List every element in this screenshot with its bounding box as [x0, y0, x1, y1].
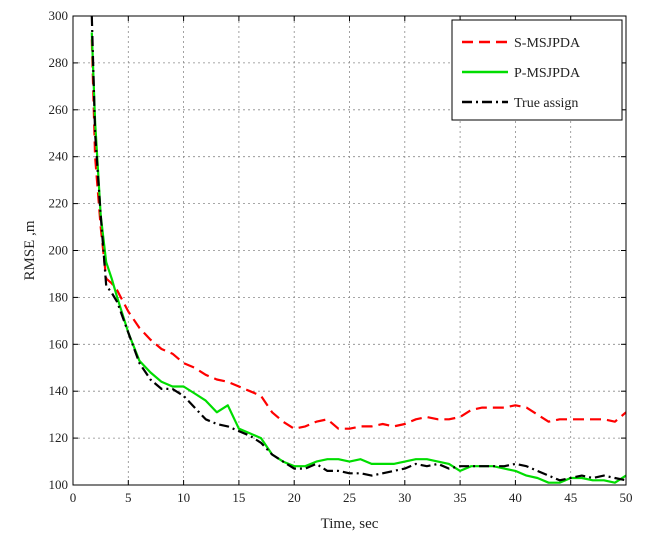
x-tick-label: 20 — [288, 490, 301, 505]
y-tick-label: 300 — [49, 8, 69, 23]
x-tick-label: 10 — [177, 490, 190, 505]
y-tick-label: 200 — [49, 243, 69, 258]
x-tick-label: 50 — [620, 490, 633, 505]
x-tick-label: 45 — [564, 490, 577, 505]
x-tick-label: 25 — [343, 490, 356, 505]
x-tick-label: 15 — [232, 490, 245, 505]
y-axis-label: RMSE ,m — [22, 220, 38, 280]
y-tick-label: 260 — [49, 102, 69, 117]
y-tick-label: 280 — [49, 55, 69, 70]
x-tick-label: 5 — [125, 490, 132, 505]
y-tick-label: 240 — [49, 149, 69, 164]
series-line-s-msjpda — [90, 39, 626, 430]
series-layer — [90, 16, 626, 484]
x-tick-label: 35 — [454, 490, 467, 505]
x-tick-label: 0 — [70, 490, 77, 505]
y-tick-label: 160 — [49, 336, 69, 351]
y-tick-label: 120 — [49, 430, 69, 445]
y-tick-label: 100 — [49, 477, 69, 492]
y-tick-label: 220 — [49, 196, 69, 211]
series-line-p-msjpda — [90, 32, 626, 484]
series-line-true-assign — [90, 16, 626, 482]
legend-label: S-MSJPDA — [514, 36, 581, 51]
x-tick-label: 30 — [398, 490, 411, 505]
y-tick-label: 180 — [49, 289, 69, 304]
legend-label: True assign — [514, 96, 578, 111]
legend-box — [451, 19, 623, 121]
x-tick-label: 40 — [509, 490, 522, 505]
legend: S-MSJPDA P-MSJPDA True assign — [451, 19, 623, 121]
legend-label: P-MSJPDA — [514, 66, 581, 81]
x-axis-label: Time, sec — [321, 516, 379, 532]
y-tick-label: 140 — [49, 383, 69, 398]
tick-layer: 0 5 10 15 20 25 30 35 40 45 50 100 120 140 160 180 200 22… — [49, 8, 633, 505]
